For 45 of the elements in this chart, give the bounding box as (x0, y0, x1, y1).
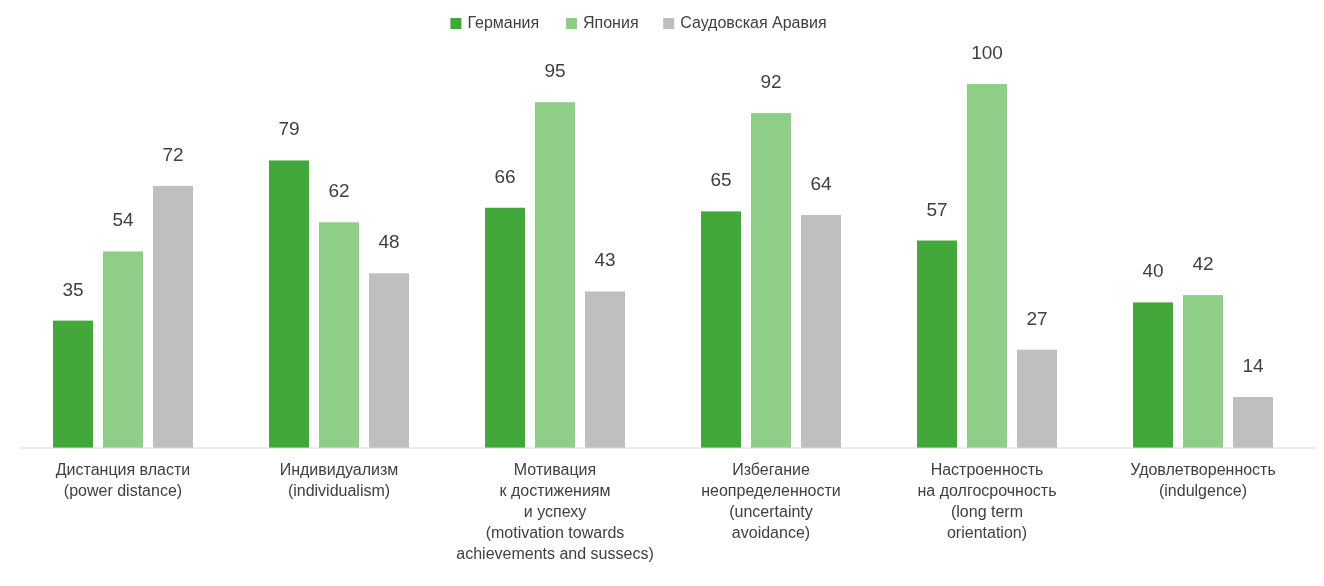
bar (369, 273, 409, 448)
bar (1233, 397, 1273, 448)
data-label: 66 (494, 165, 516, 187)
x-tick-label: Мотивация к достижениям и успеху (motivation towards achievements and sussecs) (456, 461, 654, 562)
data-label: 14 (1242, 355, 1264, 377)
data-label: 27 (1026, 307, 1048, 329)
data-label: 57 (926, 198, 948, 220)
bar (751, 113, 791, 448)
bar (1133, 302, 1173, 448)
x-tick-label: Избегание неопределенности (uncertainty avoidance) (701, 461, 841, 541)
legend-label: Япония (583, 14, 639, 31)
x-tick-label: Индивидуализм (individualism) (279, 461, 399, 499)
data-label: 35 (62, 278, 84, 300)
data-label: 95 (544, 60, 566, 82)
legend-label: Германия (467, 14, 540, 31)
bar (1017, 349, 1057, 448)
bar (103, 251, 143, 448)
bar (153, 185, 193, 448)
data-label: 72 (162, 143, 184, 165)
bar (269, 160, 309, 448)
bar (53, 320, 93, 448)
data-label: 48 (378, 231, 400, 253)
data-label: 64 (810, 173, 832, 195)
bar (1183, 295, 1223, 448)
x-tick-label: Настроенность на долгосрочность (long term orientation) (917, 461, 1057, 541)
data-label: 43 (594, 249, 616, 271)
data-label: 92 (760, 71, 782, 93)
data-label: 100 (971, 42, 1003, 63)
data-label: 42 (1192, 253, 1214, 275)
data-label: 40 (1142, 260, 1164, 282)
bar (801, 215, 841, 448)
x-tick-label: Дистанция власти (power distance) (55, 461, 191, 499)
bar (701, 211, 741, 448)
bar (485, 207, 525, 448)
data-label: 65 (710, 169, 732, 191)
x-tick-label: Удовлетворенность (indulgence) (1130, 461, 1276, 499)
bar (917, 240, 957, 448)
bar (319, 222, 359, 448)
data-label: 62 (328, 180, 350, 202)
bar (967, 84, 1007, 448)
bar (535, 102, 575, 448)
data-label: 79 (278, 118, 300, 140)
bar (585, 291, 625, 448)
data-label: 54 (112, 209, 134, 231)
legend-label: Саудовская Аравия (680, 14, 827, 31)
